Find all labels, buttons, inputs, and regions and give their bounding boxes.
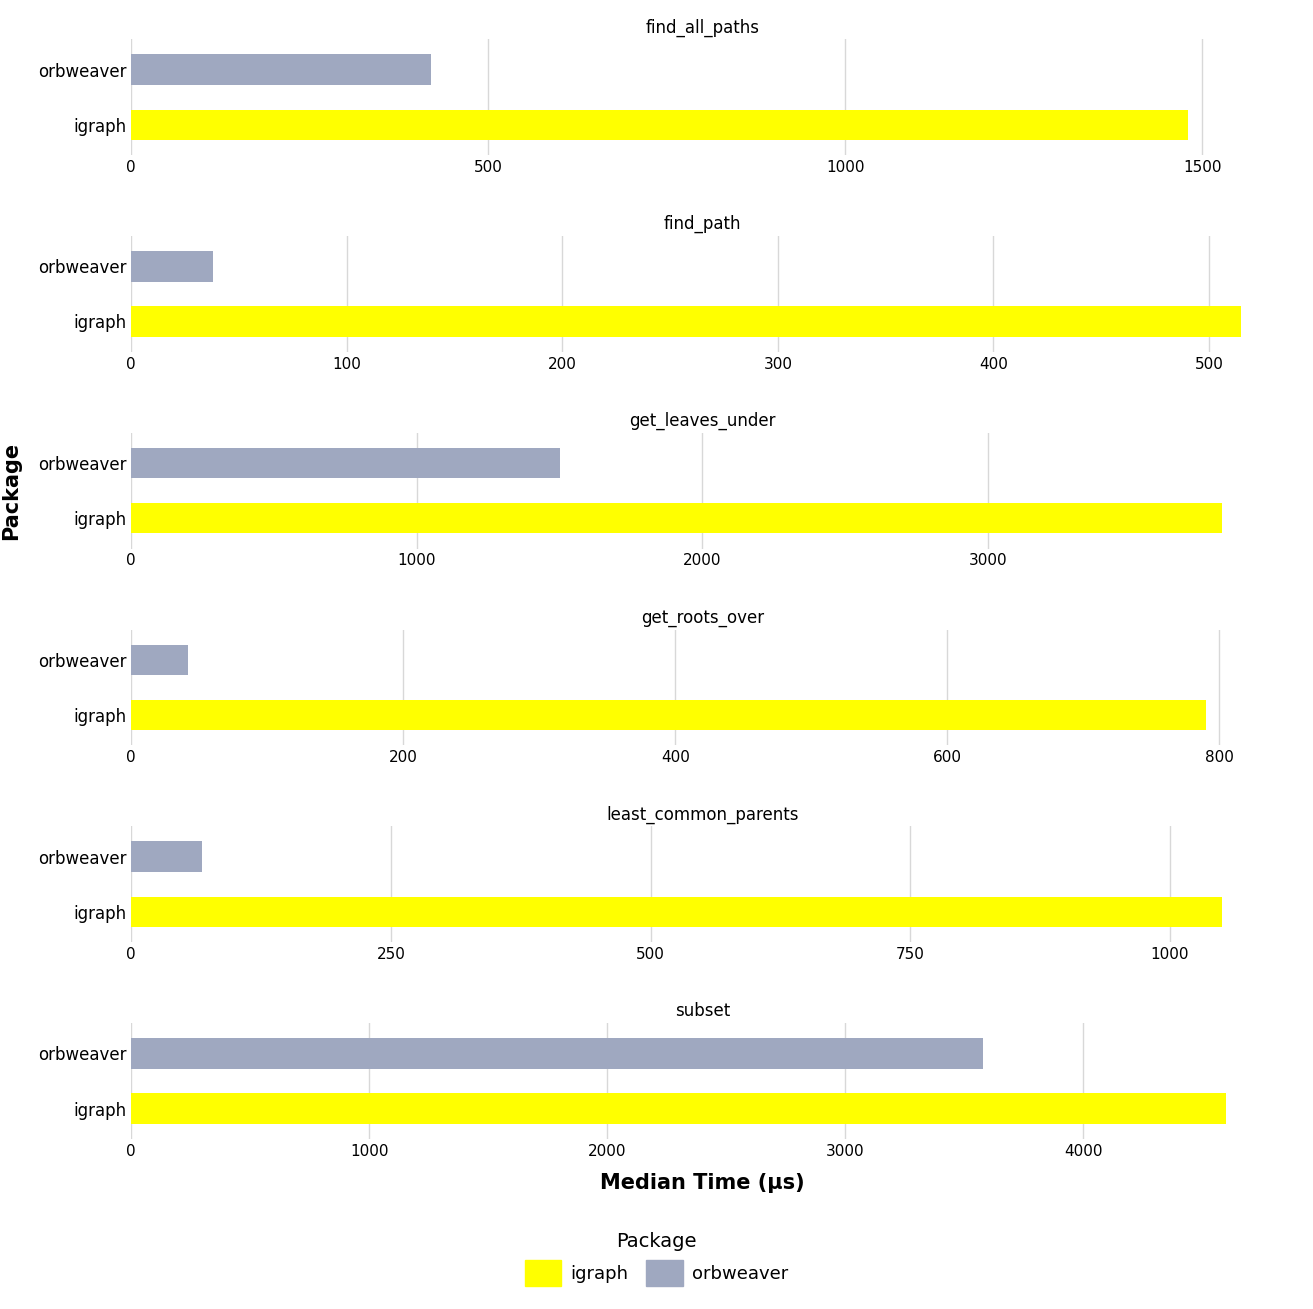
Bar (131, 306, 1241, 336)
Bar (131, 110, 1188, 140)
Bar (131, 897, 1221, 927)
Bar (131, 251, 213, 281)
Bar (131, 645, 189, 675)
Title: find_all_paths: find_all_paths (646, 18, 759, 37)
X-axis label: Median Time (μs): Median Time (μs) (600, 1173, 805, 1192)
Title: subset: subset (675, 1003, 730, 1020)
Title: get_roots_over: get_roots_over (641, 609, 764, 627)
Title: get_leaves_under: get_leaves_under (629, 412, 776, 431)
Bar (131, 842, 202, 872)
Title: least_common_parents: least_common_parents (607, 805, 798, 823)
Y-axis label: Package: Package (1, 441, 21, 539)
Title: find_path: find_path (663, 215, 742, 233)
Bar (131, 55, 431, 85)
Bar (131, 1093, 1226, 1123)
Bar (131, 700, 1205, 730)
Bar (131, 448, 559, 478)
Legend: igraph, orbweaver: igraph, orbweaver (511, 1217, 802, 1300)
Bar (131, 503, 1222, 533)
Bar (131, 1038, 983, 1068)
